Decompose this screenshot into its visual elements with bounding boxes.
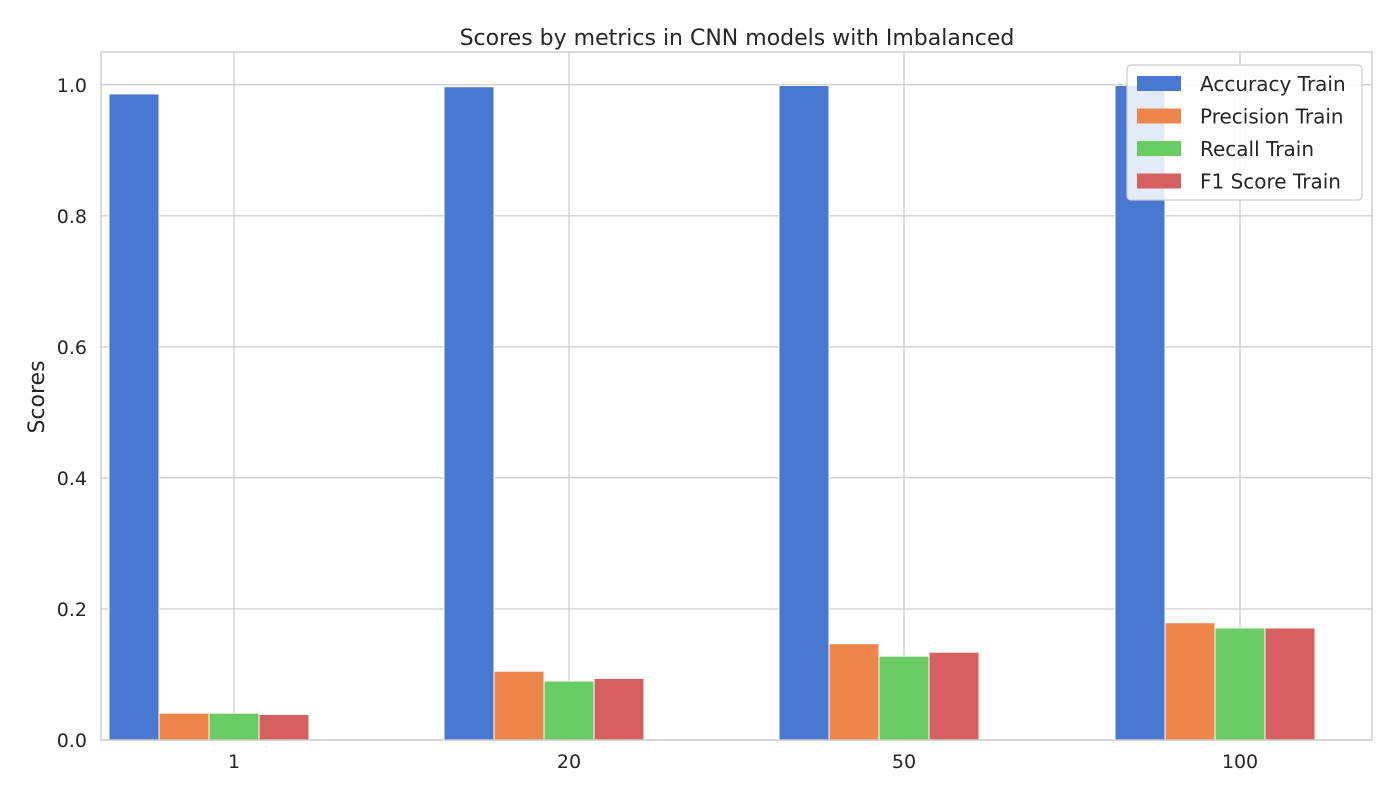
legend: Accuracy Train Precision Train Recall Trai… [1126,64,1363,201]
bar [158,712,210,741]
bar [443,86,495,741]
bar [878,655,930,741]
gridlines [101,52,1372,741]
legend-label: F1 Score Train [1200,170,1341,194]
chart-title: Scores by metrics in CNN models with Imb… [460,26,1015,51]
legend-swatch [1137,173,1181,189]
x-tick-label: 20 [557,751,581,773]
plot-frame [100,51,1373,741]
y-tick-label: 1.0 [57,75,87,97]
legend-swatch [1137,108,1181,124]
bar [108,93,160,741]
bar [1264,627,1316,741]
y-tick-label: 0.0 [57,730,87,752]
x-tick-label: 1 [228,751,240,773]
bar [1164,622,1216,741]
legend-label: Recall Train [1200,137,1314,161]
bar [1214,627,1266,741]
y-tick-label: 0.8 [57,206,87,228]
legend-box [1126,64,1363,201]
bar [208,712,260,741]
bar [258,713,310,741]
bar [928,651,980,741]
legend-swatch [1137,76,1181,91]
x-tick-label: 100 [1222,751,1258,773]
legend-label: Precision Train [1200,105,1344,129]
x-tick-label: 50 [892,751,916,773]
legend-swatch [1137,141,1181,156]
bar [828,643,880,741]
bar [593,677,645,741]
bar [543,680,595,741]
y-axis-label: Scores [25,360,50,433]
bar [778,84,830,741]
y-tick-label: 0.6 [57,337,87,359]
y-tick-label: 0.2 [57,599,87,621]
bar [493,670,545,741]
y-tick-label: 0.4 [57,468,87,490]
tick-labels: 0.0 0.2 0.4 0.6 0.8 1.0 1 20 50 100 [57,75,1258,773]
legend-label: Accuracy Train [1200,72,1346,96]
